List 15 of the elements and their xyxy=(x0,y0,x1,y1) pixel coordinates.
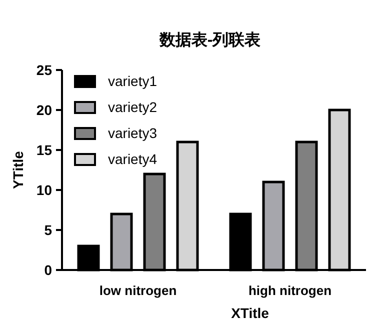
y-tick-label: 15 xyxy=(36,142,52,158)
legend-label: variety2 xyxy=(108,99,158,115)
x-tick-label: low nitrogen xyxy=(99,283,177,298)
legend-label: variety3 xyxy=(108,125,158,141)
y-tick-label: 0 xyxy=(44,262,52,278)
chart-title: 数据表-列联表 xyxy=(158,31,262,49)
legend-label: variety4 xyxy=(108,151,158,167)
y-tick-label: 20 xyxy=(36,102,52,118)
y-tick-label: 10 xyxy=(36,182,52,198)
y-tick-label: 25 xyxy=(36,62,52,78)
y-tick-label: 5 xyxy=(44,222,52,238)
x-tick-label: high nitrogen xyxy=(248,283,332,298)
legend-label: variety1 xyxy=(108,73,158,89)
y-axis-title: YTitle xyxy=(10,150,26,189)
x-axis-title: XTitle xyxy=(231,305,270,321)
